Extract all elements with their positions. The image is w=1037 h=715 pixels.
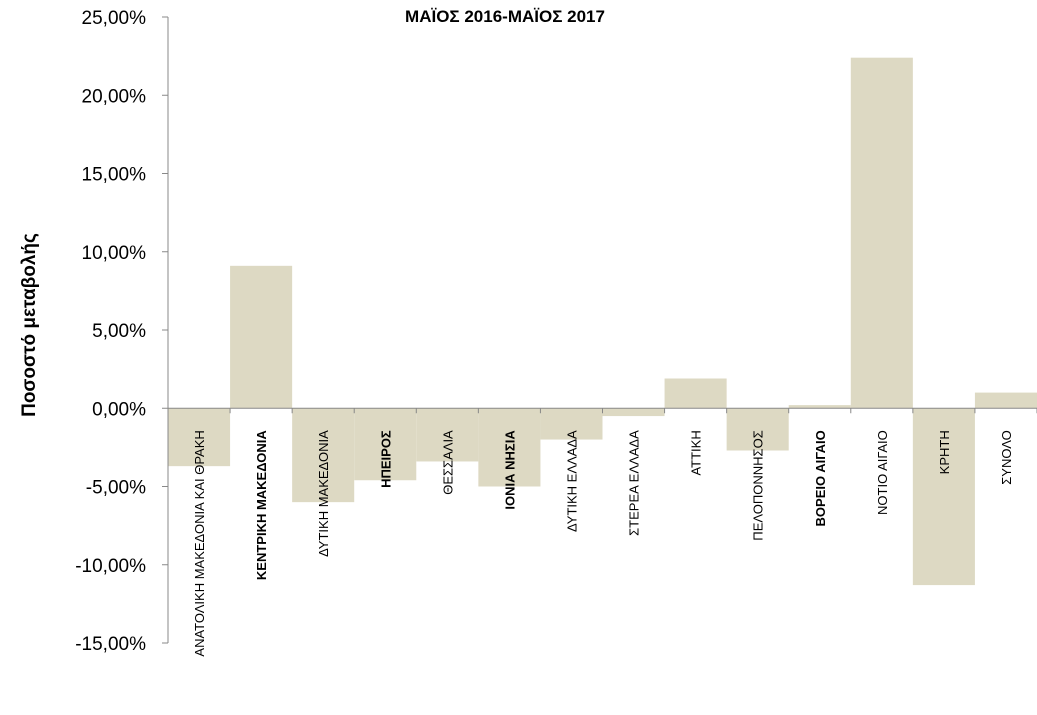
bar [850, 57, 913, 409]
bar [974, 392, 1037, 409]
y-tick-label: 10,00% [82, 243, 147, 264]
bar [664, 378, 727, 409]
y-tick-label: 20,00% [82, 86, 147, 107]
y-tick-label: -10,00% [75, 556, 146, 577]
x-tick-label: ΣΥΝΟΛΟ [999, 430, 1014, 485]
y-ticks-group: 25,00% 20,00% 15,00% 10,00% 5,00% 0,00% -5,00%… [75, 8, 168, 655]
bar [912, 408, 975, 586]
bars-group [168, 57, 1037, 586]
y-tick-label: -15,00% [75, 634, 146, 655]
x-ticks-group: ΑΝΑΤΟΛΙΚΗ ΜΑΚΕΔΟΝΙΑ ΚΑΙ ΘΡΑΚΗ ΚΕΝΤΡΙΚΗ ΜΑ… [192, 408, 1037, 657]
bar [354, 408, 417, 481]
x-tick-label: ΔΥΤΙΚΗ ΕΛΛΑΔΑ [564, 430, 579, 532]
y-tick-label: 0,00% [92, 399, 146, 420]
x-tick-label: ΘΕΣΣΑΛΙΑ [440, 430, 455, 495]
x-tick-label: ΗΠΕΙΡΟΣ [378, 430, 393, 488]
x-tick-label: ΑΝΑΤΟΛΙΚΗ ΜΑΚΕΔΟΝΙΑ ΚΑΙ ΘΡΑΚΗ [192, 430, 207, 656]
bar [540, 408, 603, 440]
bar [602, 408, 665, 417]
x-tick-label: ΔΥΤΙΚΗ ΜΑΚΕΔΟΝΙΑ [316, 430, 331, 557]
x-tick-label: ΚΕΝΤΡΙΚΗ ΜΑΚΕΔΟΝΙΑ [254, 430, 269, 580]
y-tick-label: 5,00% [92, 321, 146, 342]
y-tick-label: -5,00% [86, 478, 146, 499]
bar [416, 408, 479, 462]
bar [168, 408, 231, 467]
x-tick-label: ΒΟΡΕΙΟ ΑΙΓΑΙΟ [813, 430, 828, 526]
bar [788, 405, 851, 409]
y-axis-label: Ποσοστό μεταβολής [19, 233, 40, 417]
x-tick-label: ΣΤΕΡΕΑ ΕΛΛΑΔΑ [627, 430, 642, 536]
x-tick-label: ΑΤΤΙΚΗ [689, 430, 704, 475]
bar [292, 408, 355, 503]
bar [726, 408, 789, 451]
bar [230, 265, 293, 409]
x-tick-label: ΠΕΛΟΠΟΝΝΗΣΟΣ [751, 430, 766, 540]
x-tick-label: ΚΡΗΤΗ [937, 430, 952, 474]
y-tick-label: 25,00% [82, 8, 147, 29]
y-tick-label: 15,00% [82, 165, 147, 186]
bar [478, 408, 541, 487]
x-tick-label: ΝΟΤΙΟ ΑΙΓΑΙΟ [875, 430, 890, 515]
x-tick-label: ΙΟΝΙΑ ΝΗΣΙΑ [502, 430, 517, 510]
chart-title: ΜΑΪΟΣ 2016-ΜΑΪΟΣ 2017 [405, 7, 605, 26]
